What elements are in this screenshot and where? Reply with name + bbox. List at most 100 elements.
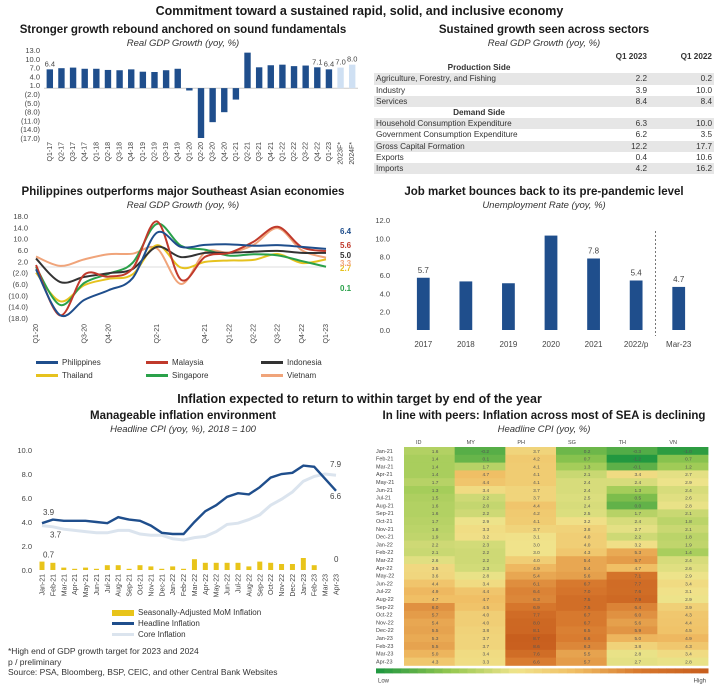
unemployment-subtitle: Unemployment Rate (yoy, %) — [482, 200, 606, 211]
scale-swatch — [625, 668, 634, 674]
x-tick-label: May-21 — [83, 574, 90, 597]
heatmap-cell-value: 0.7 — [685, 457, 692, 463]
heatmap-cell-value: 6.0 — [432, 605, 439, 611]
heatmap-cell-value: 2.1 — [685, 527, 692, 533]
unemployment-bar-chart: 12.0 10.0 8.0 6.0 4.0 2.0 0.0 5.7 2017 2018 2019 20… — [375, 216, 692, 349]
heatmap-cell-value: 5.7 — [432, 613, 439, 619]
heatmap-cell — [505, 517, 557, 526]
heatmap-cell — [556, 509, 608, 518]
scale-swatch — [566, 668, 576, 674]
y-tick-label: (14.0) — [20, 125, 40, 134]
heatmap-cell-value: 2.8 — [685, 659, 692, 665]
heatmap-cell-value: 6.6 — [584, 636, 591, 642]
mom-bar — [311, 565, 317, 570]
heatmap-row-label: Jan-21 — [376, 449, 393, 455]
x-tick-label: Q4-22 — [299, 324, 306, 344]
heatmap-cell-value: 7.1 — [634, 574, 641, 580]
heatmap-cell-value: 4.0 — [584, 542, 591, 548]
y-tick-label: 14.0 — [13, 223, 28, 232]
y-tick-label: (10.0) — [8, 291, 28, 300]
heatmap-cell — [606, 525, 658, 534]
heatmap-cell — [404, 618, 456, 627]
scale-swatch — [400, 668, 410, 674]
heatmap-row-label: Jun-21 — [376, 488, 393, 494]
heatmap-cell — [657, 564, 709, 573]
heatmap-cell-value: 6.4 — [533, 589, 540, 595]
heatmap-cell-value: 7.7 — [533, 613, 540, 619]
heatmap-cell-value: 2.7 — [634, 527, 641, 533]
heatmap-cell — [404, 540, 456, 549]
legend-label: Core Inflation — [138, 630, 186, 639]
bar — [128, 69, 135, 89]
heatmap-cell — [505, 571, 557, 580]
cpi-title: Manageable inflation environment — [90, 410, 276, 422]
heatmap-cell-value: 3.7 — [533, 496, 540, 502]
heatmap-cell — [454, 587, 506, 596]
heatmap-cell — [556, 626, 608, 635]
heatmap-cell-value: 2.7 — [634, 659, 641, 665]
heatmap-cell — [505, 462, 557, 471]
legend-label: Thailand — [62, 371, 93, 380]
y-tick-label: (6.0) — [13, 280, 29, 289]
heatmap-cell — [657, 509, 709, 518]
x-tick-label: 2020 — [542, 340, 560, 349]
heatmap-cell-value: 2.6 — [685, 496, 692, 502]
gdp-chart-title: Stronger growth rebound anchored on soun… — [19, 24, 347, 36]
heatmap-cell — [454, 454, 506, 463]
heatmap-cell-value: 2.4 — [584, 488, 591, 494]
x-tick-label: Feb-22 — [181, 574, 188, 596]
section2-title: Inflation expected to return to within t… — [177, 392, 542, 406]
heatmap-cell — [505, 649, 557, 658]
heatmap-cell-value: 2.1 — [584, 472, 591, 478]
bar — [244, 52, 251, 89]
heatmap-cell-value: 2.8 — [685, 503, 692, 509]
sectors-group-label: Production Side — [447, 63, 511, 73]
legend-item-seasonally-adjusted-mom-inflation: Seasonally-Adjusted MoM Inflation — [112, 608, 261, 617]
y-tick-label: (5.0) — [25, 99, 41, 108]
scale-swatch — [434, 668, 443, 674]
heatmap-cell — [505, 579, 557, 588]
heatmap-cell — [606, 493, 658, 502]
legend-label: Philippines — [62, 358, 101, 367]
heatmap-cell — [657, 657, 709, 666]
scale-swatch — [525, 668, 535, 674]
mom-bar — [137, 565, 143, 570]
heatmap-cell — [404, 634, 456, 643]
heatmap-cell — [454, 626, 506, 635]
heatmap-cell — [556, 454, 608, 463]
heatmap-cell-value: 7.6 — [634, 589, 641, 595]
heatmap-cell-value: 3.0 — [533, 542, 540, 548]
heatmap-col-header: MY — [467, 440, 476, 446]
y-tick-label: 10.0 — [375, 234, 390, 243]
heatmap-row-label: Jan-23 — [376, 636, 393, 642]
heatmap-cell-value: 5.5 — [584, 652, 591, 658]
heatmap-cell-value: -0.2 — [481, 449, 490, 455]
heatmap-cell — [404, 501, 456, 510]
heatmap-cell-value: 1.8 — [685, 519, 692, 525]
heatmap-cell-value: 4.3 — [685, 613, 692, 619]
heatmap-cell — [606, 579, 658, 588]
sectors-table-header: Q1 2023 Q1 2022 — [374, 51, 714, 62]
x-tick-label: Q4-17 — [82, 142, 89, 162]
heatmap-cell-value: 5.4 — [533, 574, 540, 580]
x-tick-label: Oct-22 — [268, 574, 275, 595]
table-row: Services 8.4 8.4 — [374, 95, 714, 107]
sector-q1-2022: 3.5 — [700, 130, 712, 140]
heatmap-cell — [657, 618, 709, 627]
mom-bar — [159, 568, 165, 570]
bar — [209, 88, 216, 123]
heatmap-col-header: ID — [416, 440, 422, 446]
heatmap-cell — [556, 571, 608, 580]
heatmap-cell-value: 2.1 — [432, 550, 439, 556]
x-tick-label: Apr-22 — [203, 574, 210, 595]
bar — [629, 280, 643, 330]
heatmap-cell-value: 4.1 — [533, 464, 540, 470]
heatmap-cell-value: 2.2 — [482, 550, 489, 556]
heatmap-cell — [556, 610, 608, 619]
heatmap-cell — [454, 517, 506, 526]
x-tick-label: Q3-20 — [81, 324, 88, 344]
heatmap-row-label: Feb-21 — [376, 457, 393, 463]
heatmap-cell-value: 3.0 — [533, 550, 540, 556]
heatmap-cell — [556, 447, 608, 456]
mom-end-label: 0 — [334, 555, 339, 564]
